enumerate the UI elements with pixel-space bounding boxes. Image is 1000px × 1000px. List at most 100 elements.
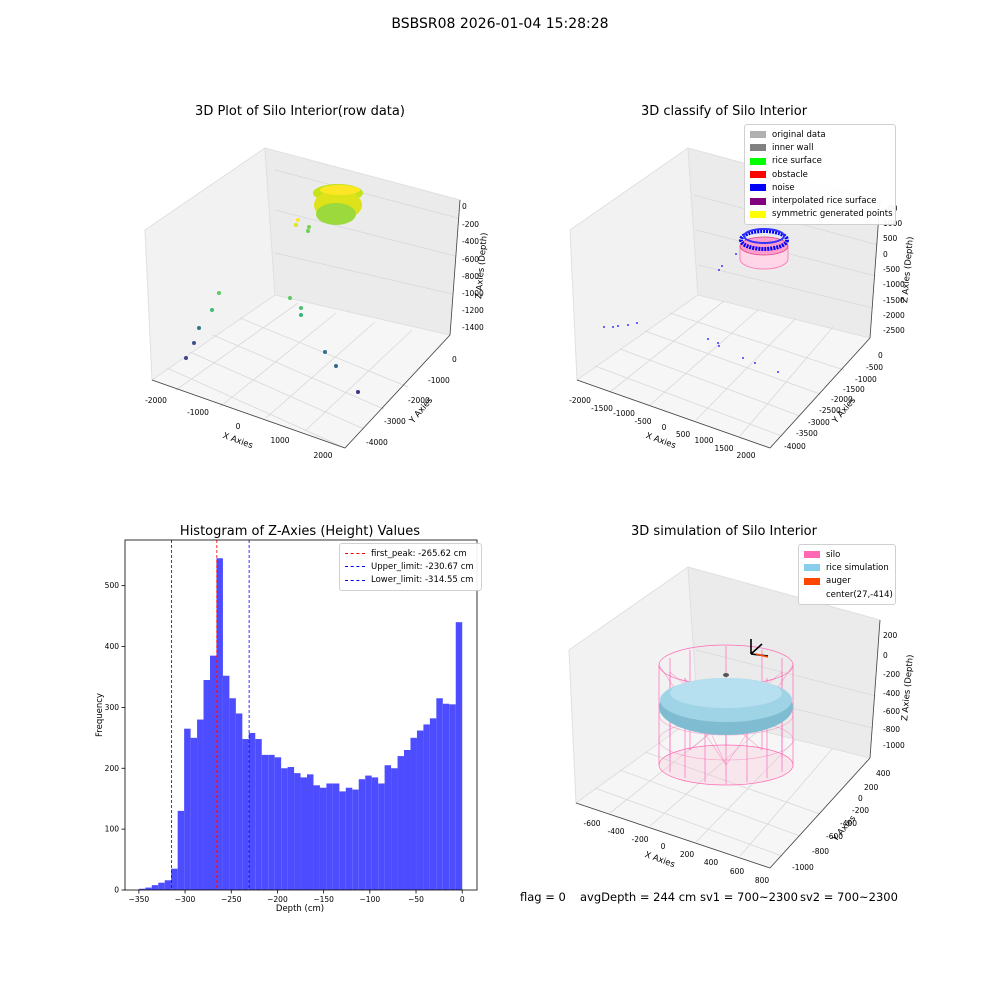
histogram-bar — [242, 739, 249, 890]
x-tick-label: −50 — [408, 895, 424, 904]
y-tick-label: -4000 — [784, 442, 806, 451]
z-tick-label: -800 — [462, 272, 479, 281]
panel1-axis-edges — [151, 199, 461, 449]
y-tick-label: 500 — [105, 581, 120, 590]
z-tick-label: 200 — [883, 631, 898, 640]
histogram-bar — [229, 698, 236, 890]
x-tick-label: 0 — [236, 422, 241, 431]
y-tick-label: -200 — [852, 806, 869, 815]
panel4-z-axis-label: Z Axies (Depth) — [900, 654, 916, 721]
histogram-bar — [384, 765, 392, 890]
legend-item-obstacle: obstacle — [750, 168, 890, 181]
histogram-bar — [442, 703, 450, 890]
y-tick-label: -1000 — [855, 375, 877, 384]
histogram-bar — [138, 888, 146, 890]
panel3-legend: first_peak: -265.62 cm Upper_limit: -230… — [339, 543, 482, 591]
z-tick-label: 0 — [462, 202, 467, 211]
histogram-bar — [287, 767, 295, 890]
y-tick-label: -400 — [840, 819, 857, 828]
histogram-y-ticks: 0 100 200 300 400 500 — [105, 581, 125, 895]
x-tick-label: 1500 — [714, 444, 733, 453]
threshold-lines — [171, 540, 250, 890]
panel2-3d-plot: -2000 -1500 -1000 -500 0 500 1000 1500 2… — [569, 147, 916, 460]
y-tick-label: 300 — [105, 703, 120, 712]
obstacle-cylinder — [739, 236, 789, 270]
figure-title: BSBSR08 2026-01-04 15:28:28 — [391, 16, 609, 32]
legend-swatch — [750, 144, 766, 152]
panel1-x-axis-label: X Axies — [221, 431, 254, 451]
legend-swatch — [750, 131, 766, 139]
legend-item-rice-simulation: rice simulation — [804, 561, 890, 574]
legend-item-auger: auger — [804, 575, 890, 588]
panel2-z-axis-label: Z Axies (Depth) — [900, 236, 916, 303]
legend-item-noise: noise — [750, 181, 890, 194]
x-tick-label: −200 — [267, 895, 288, 904]
y-tick-label: -1500 — [843, 385, 865, 394]
histogram-bar — [352, 789, 359, 890]
histogram-bar — [184, 728, 191, 890]
legend-swatch — [804, 551, 820, 559]
x-tick-label: 200 — [680, 850, 695, 859]
legend-item-lower-limit: Lower_limit: -314.55 cm — [345, 574, 476, 587]
histogram-bar — [164, 880, 172, 890]
legend-item-first-peak: first_peak: -265.62 cm — [345, 547, 476, 560]
panel4-axis-edges — [575, 619, 881, 869]
histogram-bar — [358, 779, 366, 890]
legend-item-upper-limit: Upper_limit: -230.67 cm — [345, 560, 476, 573]
histogram-bar — [209, 655, 217, 890]
rice-simulation-surface — [659, 673, 793, 735]
histogram-bar — [455, 622, 463, 890]
legend-line — [345, 579, 365, 581]
legend-swatch — [750, 157, 766, 165]
x-tick-label: 400 — [704, 858, 719, 867]
x-tick-label: −300 — [175, 895, 196, 904]
x-tick-label: -1000 — [613, 409, 635, 418]
z-tick-label: -1000 — [883, 741, 905, 750]
histogram-bar — [429, 718, 437, 890]
histogram-axes-frame — [124, 539, 478, 891]
y-tick-label: 400 — [105, 642, 120, 651]
panel1-title: 3D Plot of Silo Interior(row data) — [195, 104, 405, 119]
histogram-bar — [145, 887, 152, 890]
histogram-bar — [158, 882, 165, 890]
histogram-bar — [261, 754, 269, 890]
z-tick-label: -400 — [883, 689, 900, 698]
z-tick-label: -1200 — [462, 306, 484, 315]
z-tick-label: -1000 — [462, 289, 484, 298]
legend-line — [345, 553, 365, 555]
noise-ring — [739, 228, 789, 251]
panel4-y-ticks: 400 200 -200 0 -400 -600 -800 -1000 — [792, 769, 891, 872]
x-tick-label: -400 — [607, 827, 624, 836]
sv1-text: sv1 = 700~2300 — [700, 890, 798, 904]
x-tick-label: 1000 — [270, 436, 289, 445]
histogram-bar — [371, 777, 379, 890]
histogram-x-ticks: −350 −300 −250 −200 −150 −100 −50 0 — [129, 890, 465, 904]
sv2-text: sv2 = 700~2300 — [800, 890, 898, 904]
z-tick-label: -1000 — [883, 280, 905, 289]
x-tick-label: 0 — [661, 842, 666, 851]
legend-item-original-data: original data — [750, 128, 890, 141]
histogram-bar — [300, 777, 308, 890]
histogram-bar — [436, 698, 443, 890]
z-tick-label: 0 — [883, 651, 888, 660]
histogram-bar — [235, 713, 243, 890]
panel1-y-ticks: 0 -1000 -2000 -3000 -4000 — [366, 355, 457, 447]
histogram-bar — [294, 773, 301, 890]
x-tick-label: 600 — [730, 867, 745, 876]
x-tick-label: −350 — [129, 895, 150, 904]
y-tick-label: 200 — [105, 764, 120, 773]
panel4-z-ticks: 200 0 -200 -400 -600 -800 -1000 — [883, 631, 905, 750]
legend-swatch — [750, 171, 766, 179]
legend-swatch — [804, 591, 820, 598]
y-tick-label: -4000 — [366, 438, 388, 447]
panel2-x-axis-label: X Axies — [644, 431, 677, 451]
panel1-x-ticks: -2000 -1000 0 1000 2000 — [145, 396, 333, 460]
histogram-bar — [313, 785, 320, 890]
auger-line — [755, 653, 769, 658]
z-tick-label: -600 — [883, 707, 900, 716]
panel4-legend: silo rice simulation auger center(27,-41… — [798, 544, 896, 606]
z-tick-label: -600 — [462, 255, 479, 264]
x-tick-label: 800 — [755, 876, 770, 885]
z-tick-label: -1400 — [462, 323, 484, 332]
y-tick-label: 200 — [864, 783, 879, 792]
